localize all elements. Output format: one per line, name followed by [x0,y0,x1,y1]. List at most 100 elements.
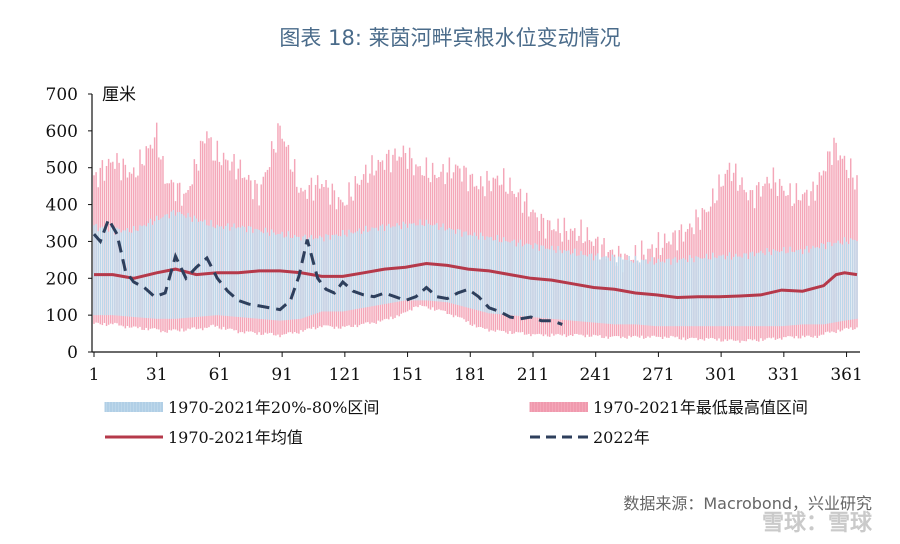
percentile-bar [112,229,114,316]
percentile-bar [553,250,555,320]
percentile-bar [289,237,292,320]
y-ticks: 0 100 200 300 400 500 600 700 [46,85,92,363]
percentile-bar [417,225,419,301]
percentile-bar [538,250,540,318]
percentile-bar [218,226,221,316]
percentile-bar [383,230,386,305]
percentile-bar [684,259,687,327]
x-tick-label: 61 [209,365,231,385]
percentile-bar [505,241,507,315]
percentile-bar [680,259,683,327]
percentile-bar [208,225,210,316]
percentile-bar [258,229,260,319]
percentile-bar [312,239,315,315]
percentile-bar [170,211,173,319]
percentile-bar [143,225,145,318]
percentile-bar [634,255,637,325]
percentile-bar [695,256,697,327]
percentile-bar [319,235,321,313]
percentile-bar [509,242,511,316]
percentile-bar [774,250,777,327]
percentile-bar [565,250,568,321]
percentile-bar [135,230,137,318]
y-tick-label: 500 [46,159,78,179]
percentile-bar [245,232,248,318]
x-tick-label: 91 [271,365,293,385]
percentile-bar [331,235,334,312]
percentile-bar [762,253,764,327]
percentile-bar [419,219,421,301]
percentile-bar [534,243,536,318]
percentile-bar [206,225,208,317]
percentile-bar [668,258,670,327]
percentile-bar [93,225,95,316]
percentile-bar [116,227,118,316]
percentile-bar [402,221,405,301]
percentile-bar [705,253,708,327]
percentile-bar [392,226,394,303]
x-ticks: 1 31 61 91 121 151 181 211 241 271 301 331 361 [89,352,863,385]
percentile-bar [561,253,563,320]
percentile-bar [147,223,150,319]
legend-label: 1970-2021年均值 [168,428,303,447]
percentile-bar [160,218,162,319]
percentile-bar [820,243,823,325]
chart-title: 图表 18: 莱茵河畔宾根水位变动情况 [279,26,621,50]
percentile-bar [528,243,530,317]
percentile-bar [714,257,716,327]
percentile-bar [732,256,735,327]
percentile-bar [411,223,413,301]
percentile-bar [342,230,344,312]
percentile-bar [126,228,129,317]
percentile-bar [396,223,398,302]
percentile-bar [709,259,712,327]
percentile-bar [555,252,557,320]
percentile-bar [270,229,273,320]
percentile-bar [185,217,187,318]
percentile-bar [672,258,674,327]
percentile-bar [482,236,484,312]
y-tick-label: 700 [46,85,78,105]
percentile-bar [369,230,371,307]
percentile-bar [308,237,311,316]
percentile-bar [854,239,856,320]
percentile-bar [592,260,595,323]
percentile-bar [852,239,854,320]
percentile-bar [517,242,520,316]
percentile-bar [657,258,660,327]
percentile-bar [850,238,852,320]
percentile-bar [252,232,254,319]
percentile-bar [287,231,290,320]
percentile-bar [743,253,745,327]
percentile-bar [494,240,497,314]
percentile-bar [352,233,354,310]
percentile-bar [737,256,739,327]
percentile-bar [327,235,329,312]
percentile-bar [388,223,390,304]
percentile-bar [492,240,494,314]
y-unit-label: 厘米 [102,85,136,105]
percentile-bar [164,214,166,319]
percentile-bar [262,233,265,320]
minmax-bar [829,151,831,333]
axes [91,94,860,353]
percentile-bar [339,236,342,312]
percentile-bar [532,248,534,318]
y-tick-label: 100 [46,306,78,326]
percentile-bar [559,250,561,320]
percentile-bar [268,235,271,320]
percentile-bar [806,245,808,325]
percentile-bar [486,236,488,313]
percentile-bar [678,259,681,327]
percentile-bar [831,246,833,323]
percentile-bar [603,256,605,324]
percentile-bar [496,234,499,315]
percentile-bar [279,233,281,321]
percentile-bar [764,255,766,327]
percentile-bar [256,228,258,319]
percentile-bar [691,257,693,327]
percentile-bar [569,254,572,321]
mean-line [94,261,858,300]
minmax-bar [279,125,281,338]
